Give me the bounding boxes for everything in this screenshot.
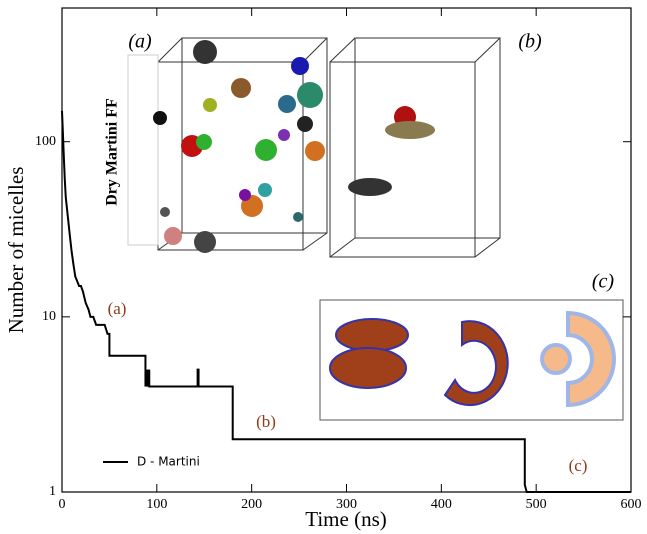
box-a-back bbox=[181, 37, 328, 234]
data-line bbox=[61, 110, 631, 493]
y-tick-label: 10 bbox=[42, 309, 56, 324]
annotation: (c) bbox=[569, 456, 588, 475]
y-tick-label: 1 bbox=[49, 484, 56, 499]
x-tick-label: 200 bbox=[241, 497, 262, 512]
y-axis-title: Number of micelles bbox=[4, 167, 28, 334]
inset-label: (c) bbox=[592, 271, 615, 293]
y-tick-label: 100 bbox=[35, 134, 56, 149]
x-axis-title: Time (ns) bbox=[305, 507, 387, 531]
inset-label: (a) bbox=[128, 31, 152, 53]
annotation: (a) bbox=[108, 299, 127, 318]
x-tick-label: 500 bbox=[526, 497, 547, 512]
inset-side-label: Dry Martini FF bbox=[104, 98, 121, 206]
micelle-blobs bbox=[153, 40, 435, 253]
box-b-back bbox=[354, 37, 501, 239]
x-tick-label: 0 bbox=[59, 497, 66, 512]
inset-c bbox=[319, 299, 624, 421]
inset-label: (b) bbox=[518, 31, 542, 53]
x-tick-label: 300 bbox=[336, 497, 357, 512]
annotation: (b) bbox=[256, 412, 276, 431]
box-b-front bbox=[329, 61, 476, 258]
x-tick-label: 600 bbox=[621, 497, 642, 512]
x-tick-label: 400 bbox=[431, 497, 452, 512]
x-tick-label: 100 bbox=[146, 497, 167, 512]
legend-label: D - Martini bbox=[137, 455, 200, 469]
